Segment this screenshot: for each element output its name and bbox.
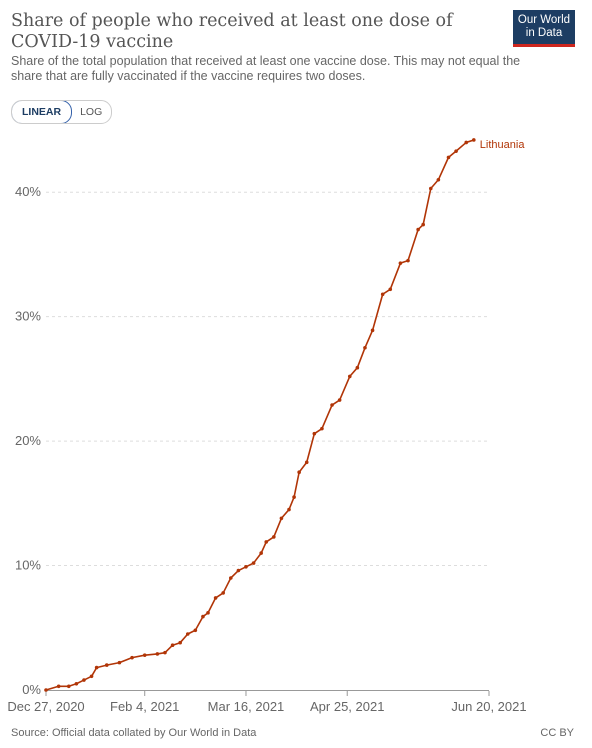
data-point: [74, 681, 79, 686]
series-line-lithuania: [45, 139, 475, 691]
logo-accent-bar: [513, 44, 575, 47]
data-point: [416, 227, 420, 232]
data-point: [320, 426, 324, 431]
license-label[interactable]: CC BY: [540, 727, 574, 739]
chart-subtitle: Share of the total population that recei…: [11, 54, 521, 83]
y-tick-label: 10%: [15, 558, 41, 573]
data-point: [454, 149, 458, 153]
data-point: [446, 155, 451, 160]
source-note[interactable]: Source: Official data collated by Our Wo…: [11, 727, 257, 739]
data-point: [82, 678, 86, 682]
chart-title: Share of people who received at least on…: [11, 11, 453, 52]
data-point: [312, 431, 317, 436]
data-point: [406, 258, 410, 263]
data-point: [185, 632, 190, 636]
data-point: [170, 643, 175, 647]
y-axis-ticks: 0% 10% 20% 30% 40%: [15, 184, 41, 697]
log-scale-button[interactable]: LOG: [80, 106, 103, 118]
data-point: [206, 611, 210, 615]
data-point: [251, 561, 256, 565]
data-point: [244, 565, 248, 569]
data-point: [155, 652, 160, 656]
data-point: [66, 684, 71, 689]
data-point: [89, 674, 94, 679]
data-point: [193, 628, 198, 633]
data-point: [117, 660, 122, 665]
y-tick-label: 40%: [15, 184, 41, 199]
data-point: [142, 653, 147, 657]
data-point: [363, 345, 367, 350]
data-point: [436, 177, 441, 182]
logo-line-2: in Data: [525, 27, 563, 39]
data-point: [292, 495, 296, 499]
data-point: [388, 287, 393, 292]
data-point: [355, 365, 360, 370]
y-tick-label: 0%: [22, 682, 41, 697]
data-point: [287, 507, 291, 512]
scale-toggle: LINEAR LOG: [11, 100, 113, 124]
data-point: [304, 460, 309, 465]
x-tick-label: Mar 16, 2021: [208, 699, 285, 714]
x-tick-label: Feb 4, 2021: [110, 699, 179, 714]
data-point: [279, 516, 284, 521]
data-point: [259, 551, 263, 555]
x-axis-ticks: Dec 27, 2020 Feb 4, 2021 Mar 16, 2021 Apr 2…: [7, 691, 527, 714]
data-point: [221, 591, 225, 595]
data-point: [398, 261, 403, 265]
data-point: [347, 374, 352, 379]
owid-logo[interactable]: Our World in Data: [513, 10, 575, 47]
logo-line-1: Our World: [517, 14, 571, 26]
data-point: [428, 186, 433, 191]
data-point: [297, 470, 301, 475]
x-tick-label: Dec 27, 2020: [7, 699, 84, 714]
data-point: [56, 684, 61, 689]
data-point: [201, 614, 205, 619]
data-point: [380, 292, 385, 297]
linear-scale-button[interactable]: LINEAR: [12, 101, 73, 123]
data-point: [330, 403, 334, 407]
data-point: [272, 535, 276, 539]
data-point: [228, 576, 233, 580]
data-point: [264, 540, 269, 544]
data-point: [94, 665, 99, 670]
series-label: Lithuania: [480, 139, 526, 151]
data-point: [104, 663, 109, 667]
data-point: [472, 138, 476, 142]
x-tick-label: Jun 20, 2021: [451, 699, 526, 714]
data-point: [130, 655, 134, 660]
data-point: [178, 640, 182, 645]
data-point: [44, 688, 48, 692]
y-tick-label: 20%: [15, 433, 41, 448]
data-point: [337, 398, 342, 402]
data-point: [163, 650, 167, 655]
series-layer: Lithuania: [44, 138, 525, 692]
x-tick-label: Apr 25, 2021: [310, 699, 384, 714]
data-point: [213, 596, 218, 600]
data-point: [464, 140, 469, 145]
data-point: [370, 328, 375, 333]
y-tick-label: 30%: [15, 309, 41, 324]
data-point: [421, 222, 425, 227]
gridlines: [46, 191, 489, 691]
data-point: [236, 568, 241, 573]
